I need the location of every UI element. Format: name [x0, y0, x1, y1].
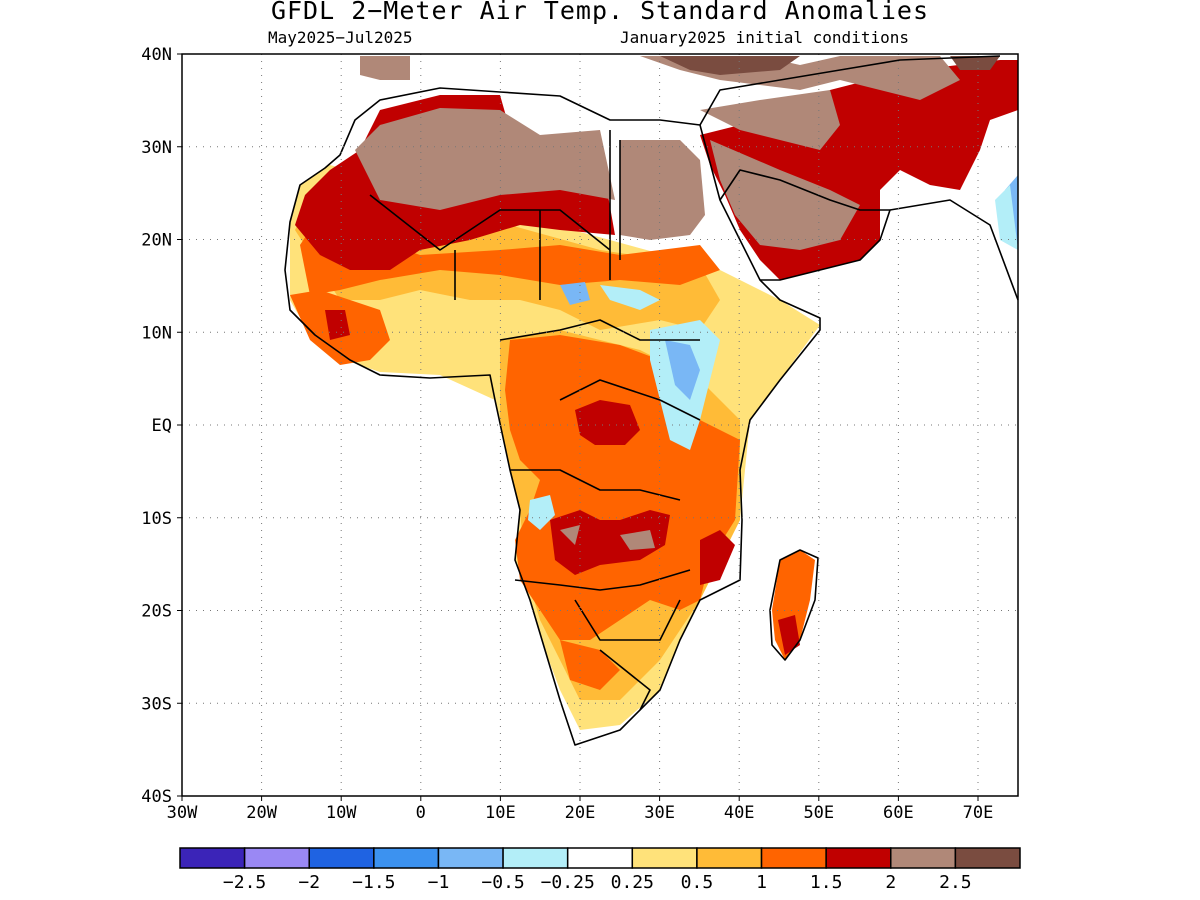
colorbar-bin [890, 847, 957, 869]
forecast-period: May2025−Jul2025 [268, 28, 413, 47]
lon-label: 60E [883, 803, 914, 823]
colorbar-bin [308, 847, 375, 869]
anomaly-shading [285, 56, 1018, 745]
lon-label: 30W [167, 803, 198, 823]
lon-label: 40E [724, 803, 755, 823]
colorbar-bin [631, 847, 698, 869]
gridlines [177, 53, 1018, 801]
colorbar-tick-label: 1.5 [810, 872, 843, 893]
initial-conditions: January2025 initial conditions [620, 28, 909, 47]
lon-label: 30E [644, 803, 675, 823]
map-title: GFDL 2−Meter Air Temp. Standard Anomalie… [270, 0, 930, 25]
lat-label: EQ [152, 416, 172, 436]
lat-label: 30N [141, 138, 172, 158]
colorbar-tick-label: 2 [885, 872, 896, 893]
colorbar-bin [179, 847, 246, 869]
lon-label: 0 [416, 803, 426, 823]
lat-label: 40S [141, 787, 172, 807]
longitude-labels: 30W 20W 10W 0 10E 20E 30E 40E 50E 60E 70E [167, 803, 994, 823]
colorbar [179, 847, 1021, 869]
colorbar-labels: −2.5 −2 −1.5 −1 −0.5 −0.25 0.25 0.5 1 1.5 2 2.5 [223, 872, 972, 893]
colorbar-tick-label: −0.5 [481, 872, 524, 893]
lon-label: 10W [326, 803, 357, 823]
lon-label: 50E [803, 803, 834, 823]
latitude-labels: 40N 30N 20N 10N EQ 10S 20S 30S 40S [141, 45, 172, 807]
colorbar-tick-label: −2.5 [223, 872, 266, 893]
colorbar-tick-label: 1 [756, 872, 767, 893]
colorbar-tick-label: −1 [428, 872, 450, 893]
colorbar-tick-label: 0.25 [611, 872, 654, 893]
lon-label: 70E [963, 803, 994, 823]
colorbar-bin [696, 847, 763, 869]
lat-label: 10S [141, 509, 172, 529]
colorbar-tick-label: 0.5 [681, 872, 714, 893]
lat-label: 40N [141, 45, 172, 65]
lat-label: 20S [141, 602, 172, 622]
colorbar-bin [954, 847, 1021, 869]
coastlines-and-borders [284, 55, 1019, 746]
lon-label: 20W [246, 803, 277, 823]
lon-label: 20E [565, 803, 596, 823]
colorbar-tick-label: −1.5 [352, 872, 395, 893]
lat-label: 30S [141, 694, 172, 714]
colorbar-bin [760, 847, 827, 869]
colorbar-bin [502, 847, 569, 869]
colorbar-tick-label: −0.25 [541, 872, 595, 893]
colorbar-bin [373, 847, 440, 869]
colorbar-tick-label: 2.5 [939, 872, 972, 893]
lon-label: 10E [485, 803, 516, 823]
lat-label: 10N [141, 323, 172, 343]
colorbar-bin [825, 847, 892, 869]
colorbar-bin [243, 847, 310, 869]
map-frame [181, 53, 1019, 797]
colorbar-tick-label: −2 [298, 872, 320, 893]
lat-label: 20N [141, 231, 172, 251]
colorbar-bin [566, 847, 634, 869]
colorbar-bin [437, 847, 504, 869]
